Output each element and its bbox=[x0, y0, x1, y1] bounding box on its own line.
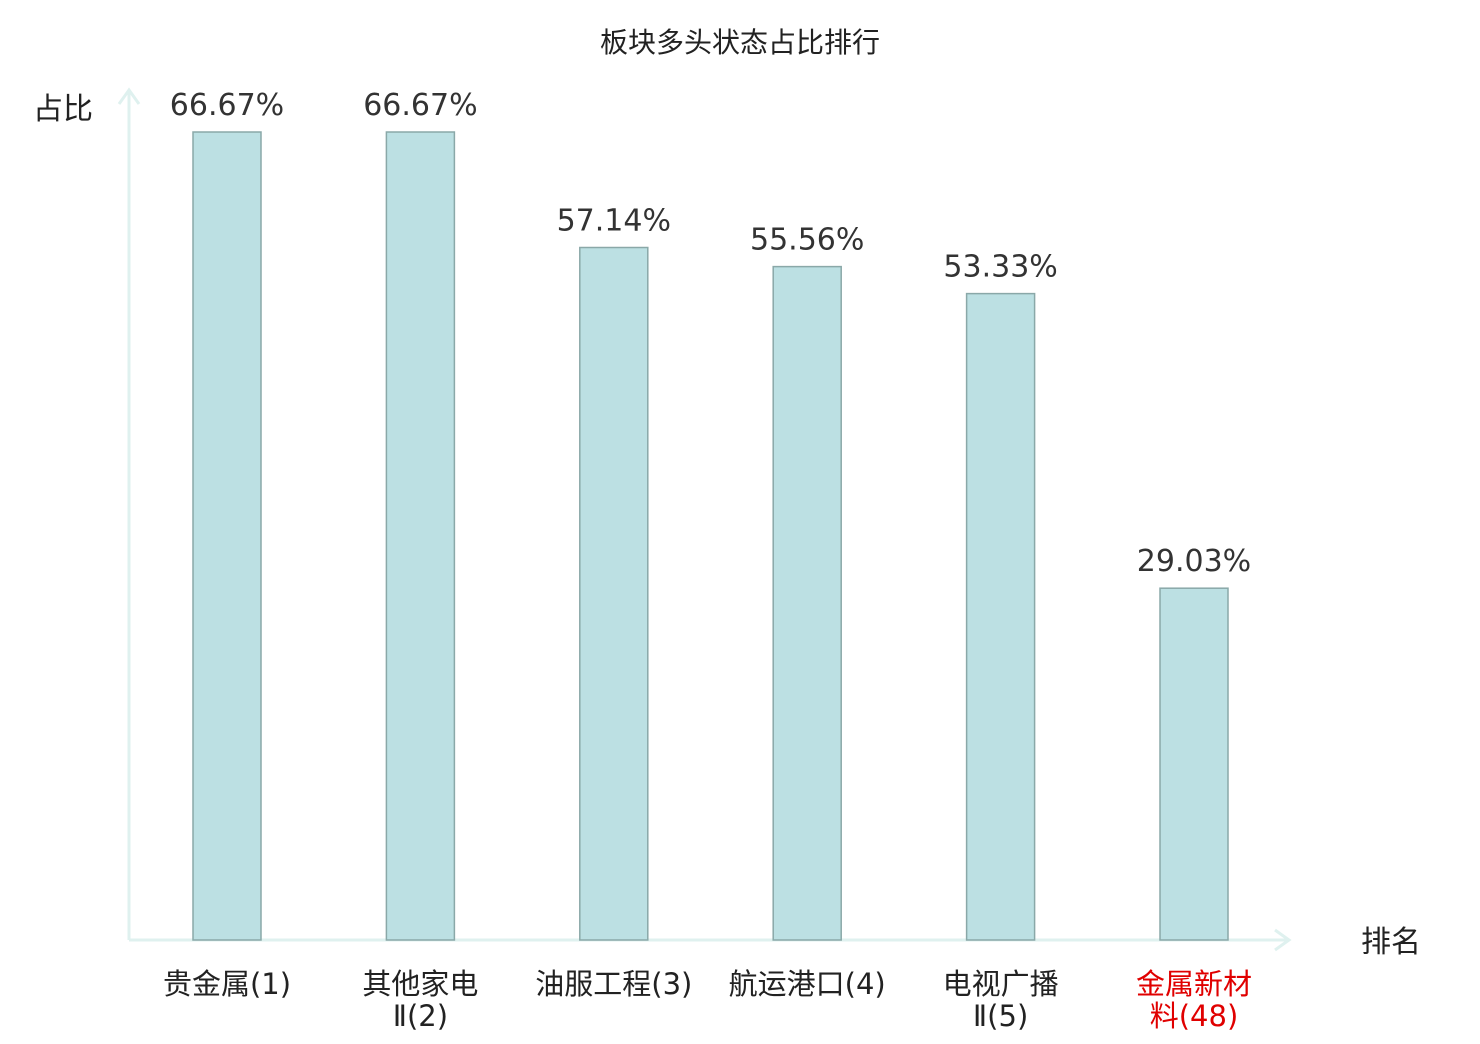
bar-5 bbox=[965, 292, 1036, 941]
bars-group bbox=[192, 131, 1229, 941]
value-label-1: 66.67% bbox=[170, 88, 284, 123]
value-labels-group: 66.67% 66.67% 57.14% 55.56% 53.33% 29.03% bbox=[170, 88, 1251, 579]
value-label-6: 29.03% bbox=[1137, 544, 1251, 579]
axes bbox=[117, 87, 1292, 952]
category-label-5-line-2: Ⅱ(5) bbox=[973, 999, 1028, 1033]
category-label-2-line-2: Ⅱ(2) bbox=[393, 999, 448, 1033]
category-label-6-line-1: 金属新材 bbox=[1136, 967, 1252, 1001]
bar-6 bbox=[1159, 587, 1229, 941]
category-label-4: 航运港口(4) bbox=[729, 967, 886, 1001]
category-label-6-line-2: 料(48) bbox=[1150, 999, 1239, 1033]
value-label-5: 53.33% bbox=[943, 250, 1057, 285]
bar-1 bbox=[192, 131, 262, 941]
value-label-4: 55.56% bbox=[750, 223, 864, 258]
category-label-3: 油服工程(3) bbox=[535, 967, 692, 1001]
x-axis-arrow bbox=[1274, 928, 1292, 952]
bar-3 bbox=[579, 246, 649, 941]
value-label-3: 57.14% bbox=[557, 204, 671, 239]
y-axis-label: 占比 bbox=[33, 92, 93, 127]
category-label-2-line-1: 其他家电 bbox=[362, 967, 478, 1001]
y-axis-arrow bbox=[117, 87, 141, 105]
bar-2 bbox=[385, 131, 456, 941]
category-label-5-line-1: 电视广播 bbox=[943, 967, 1059, 1001]
category-label-1: 贵金属(1) bbox=[163, 967, 291, 1001]
value-label-2: 66.67% bbox=[363, 88, 477, 123]
x-axis-label: 排名 bbox=[1361, 925, 1421, 960]
bar-4 bbox=[772, 265, 842, 941]
chart-title: 板块多头状态占比排行 bbox=[600, 26, 880, 59]
